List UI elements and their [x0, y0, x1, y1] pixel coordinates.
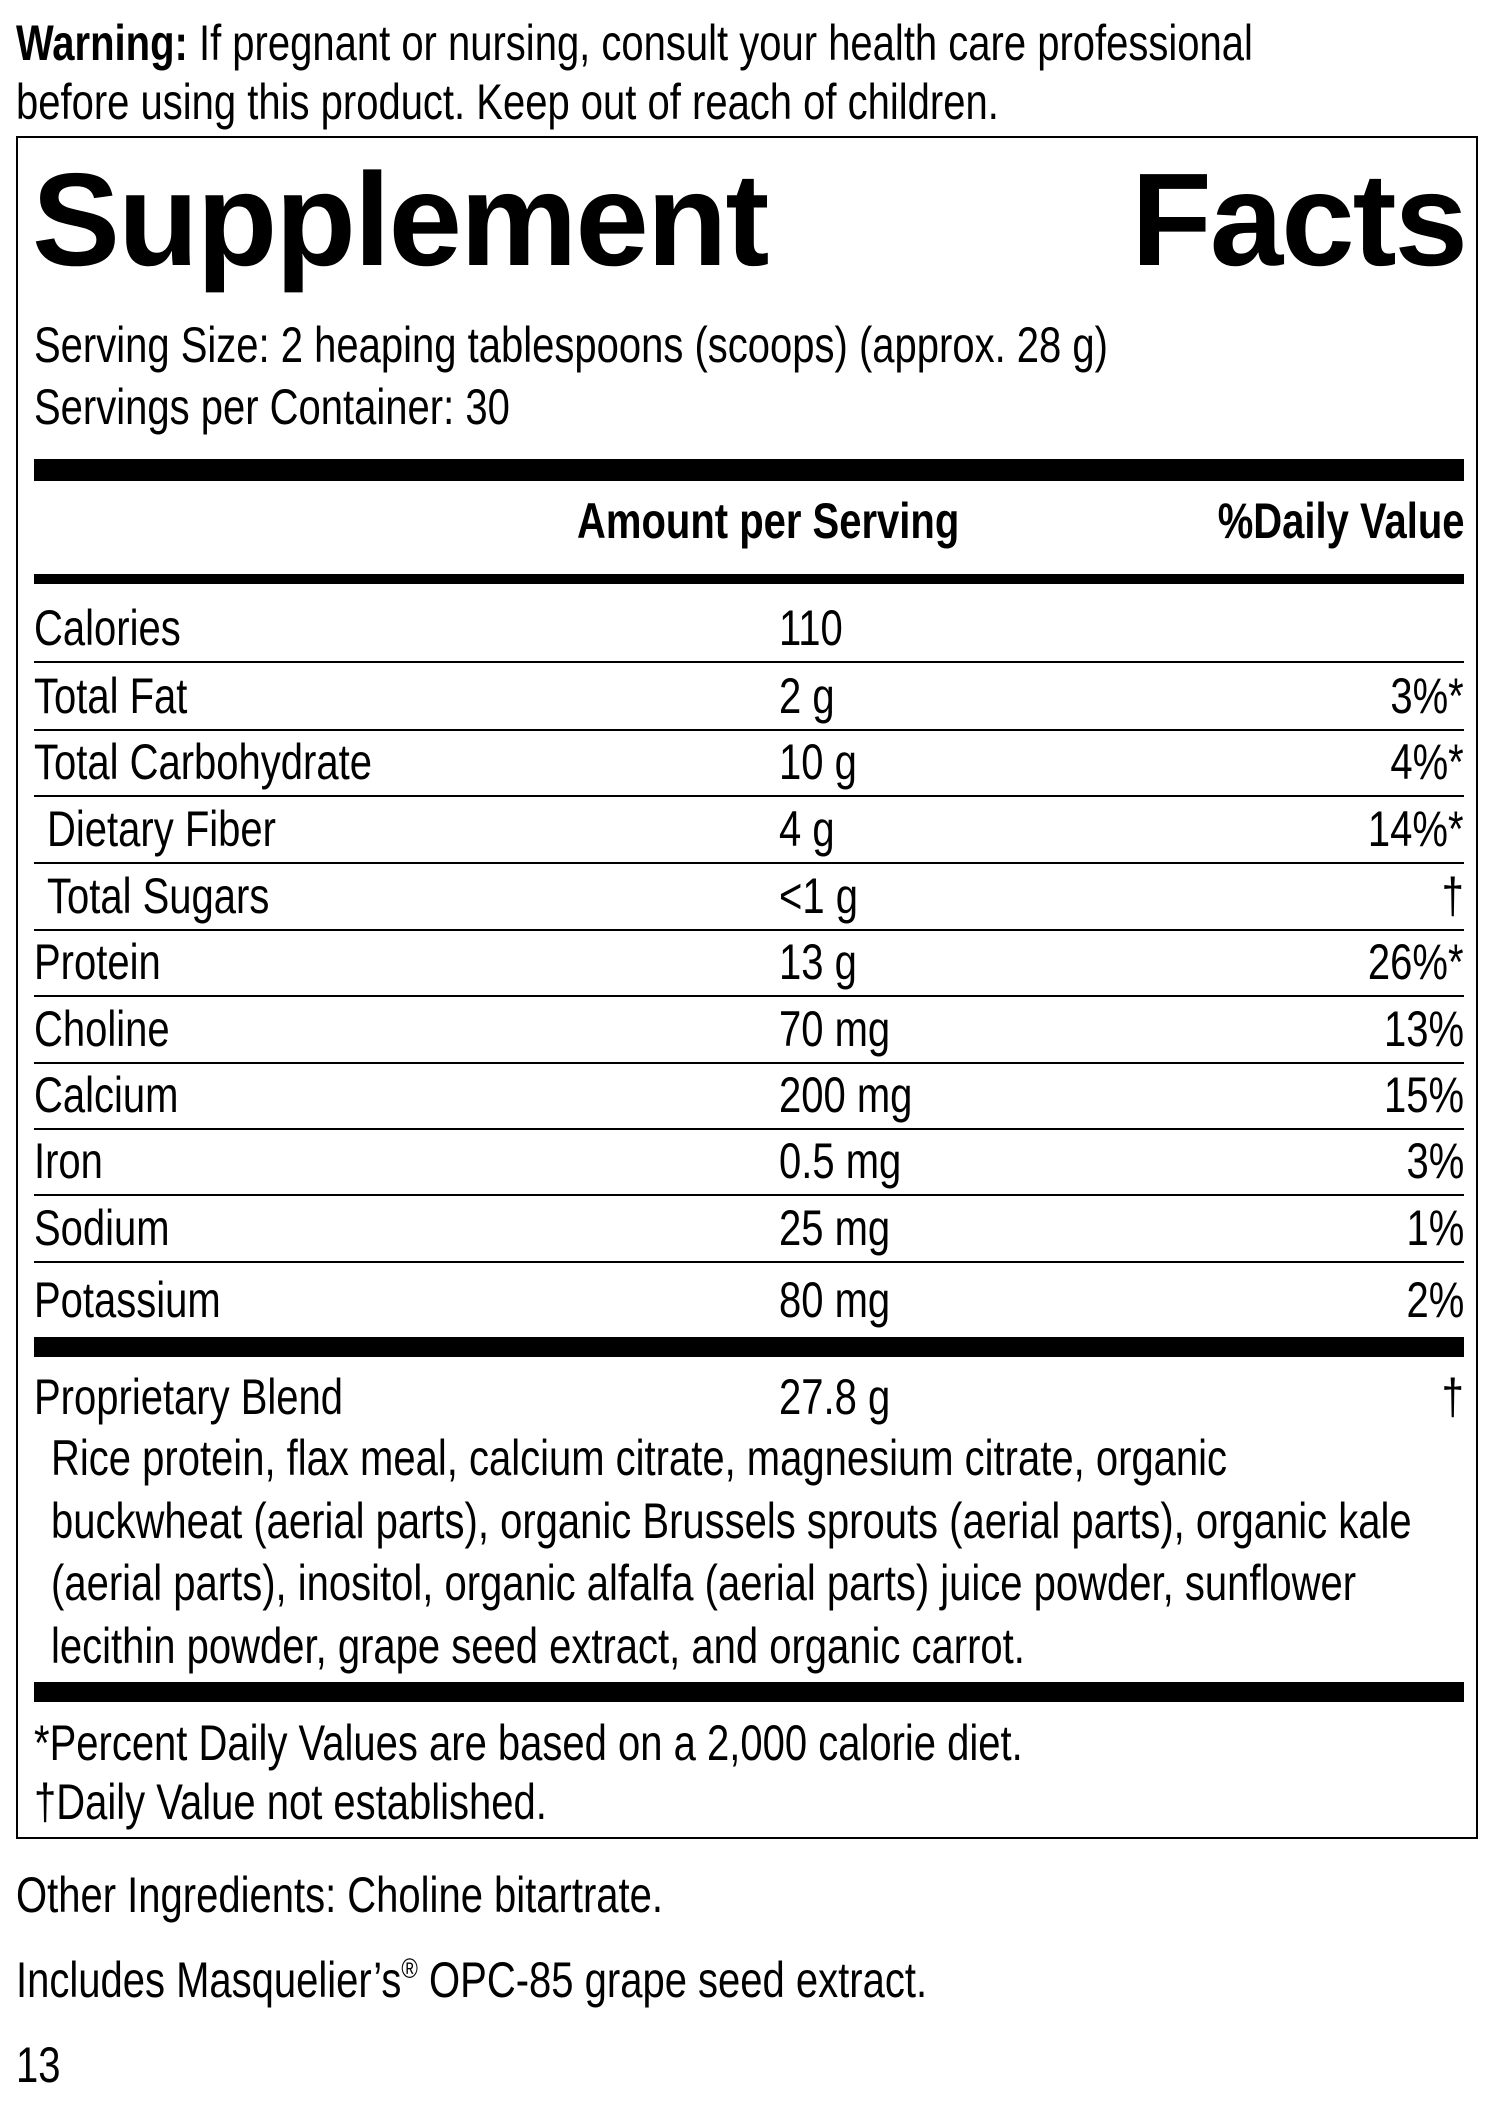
nutrient-name: Total Fat	[34, 668, 188, 724]
nutrient-amount: <1 g	[779, 868, 858, 924]
nutrient-amount: 10 g	[779, 734, 857, 790]
warning-label: Warning:	[16, 15, 188, 71]
includes-text: Includes Masquelier’s	[16, 1952, 402, 2008]
servings-per-container: Servings per Container: 30	[34, 379, 510, 435]
nutrient-amount: 2 g	[779, 668, 835, 724]
serving-size: Serving Size: 2 heaping tablespoons (sco…	[34, 317, 1108, 373]
row-divider	[34, 1128, 1464, 1130]
ingredient-line: Rice protein, flax meal, calcium citrate…	[51, 1430, 1228, 1486]
header-daily-value: %Daily Value	[1217, 493, 1464, 549]
row-divider	[34, 995, 1464, 997]
row-divider	[34, 1194, 1464, 1196]
row-divider	[34, 795, 1464, 797]
nutrient-name: Calcium	[34, 1067, 179, 1123]
nutrient-daily-value: 1%	[1406, 1200, 1464, 1256]
nutrient-daily-value: 14%*	[1368, 801, 1464, 857]
nutrient-name: Calories	[34, 600, 181, 656]
nutrient-name: Sodium	[34, 1200, 170, 1256]
blend-amount: 27.8 g	[779, 1369, 891, 1425]
warning-line-1: Warning: If pregnant or nursing, consult…	[16, 18, 1253, 68]
includes-text-end: OPC-85 grape seed extract.	[417, 1952, 928, 2008]
thick-divider	[34, 459, 1464, 481]
nutrient-daily-value: 15%	[1383, 1067, 1464, 1123]
footnote-dv-not-established: †Daily Value not established.	[34, 1774, 547, 1830]
nutrient-daily-value: 2%	[1406, 1272, 1464, 1328]
warning-line-2: before using this product. Keep out of r…	[16, 74, 999, 130]
warning-text: If pregnant or nursing, consult your hea…	[198, 15, 1253, 71]
nutrient-daily-value: †	[1441, 868, 1464, 924]
panel-title: Supplement Facts	[32, 146, 1468, 293]
row-divider	[34, 862, 1464, 864]
nutrient-name: Dietary Fiber	[47, 801, 276, 857]
registered-mark: ®	[401, 1953, 418, 1984]
nutrient-amount: 110	[779, 600, 843, 656]
nutrient-amount: 200 mg	[779, 1067, 913, 1123]
ingredient-line: (aerial parts), inositol, organic alfalf…	[51, 1555, 1357, 1611]
nutrient-name: Iron	[34, 1133, 103, 1189]
nutrient-name: Choline	[34, 1001, 170, 1057]
nutrient-name: Total Carbohydrate	[34, 734, 372, 790]
nutrient-daily-value: 26%*	[1368, 934, 1464, 990]
row-divider	[34, 929, 1464, 931]
supplement-facts-panel	[16, 136, 1478, 1839]
row-divider	[34, 1062, 1464, 1064]
includes-statement: Includes Masquelier’s® OPC-85 grape seed…	[16, 1952, 928, 2008]
nutrient-daily-value: 4%*	[1390, 734, 1464, 790]
thick-divider	[34, 1682, 1464, 1702]
page-number: 13	[16, 2037, 61, 2093]
footnote-percent-dv: *Percent Daily Values are based on a 2,0…	[34, 1715, 1023, 1771]
blend-daily-value: †	[1441, 1369, 1464, 1425]
nutrient-amount: 70 mg	[779, 1001, 891, 1057]
nutrient-name: Total Sugars	[47, 868, 270, 924]
medium-divider	[34, 574, 1464, 584]
title-word-2: Facts	[1131, 146, 1468, 293]
other-ingredients: Other Ingredients: Choline bitartrate.	[16, 1867, 664, 1923]
nutrient-daily-value: 13%	[1383, 1001, 1464, 1057]
blend-name: Proprietary Blend	[34, 1369, 344, 1425]
header-amount: Amount per Serving	[577, 493, 960, 549]
row-divider	[34, 1261, 1464, 1263]
ingredient-line: lecithin powder, grape seed extract, and…	[51, 1618, 1025, 1674]
nutrient-name: Potassium	[34, 1272, 221, 1328]
nutrient-daily-value: 3%	[1406, 1133, 1464, 1189]
nutrient-amount: 0.5 mg	[779, 1133, 902, 1189]
nutrient-amount: 13 g	[779, 934, 857, 990]
row-divider	[34, 661, 1464, 663]
nutrient-name: Protein	[34, 934, 161, 990]
nutrient-amount: 25 mg	[779, 1200, 891, 1256]
nutrient-daily-value: 3%*	[1390, 668, 1464, 724]
row-divider	[34, 729, 1464, 731]
title-word-1: Supplement	[32, 146, 769, 293]
ingredient-line: buckwheat (aerial parts), organic Brusse…	[51, 1493, 1412, 1549]
thick-divider	[34, 1337, 1464, 1357]
nutrient-amount: 80 mg	[779, 1272, 891, 1328]
nutrient-amount: 4 g	[779, 801, 835, 857]
